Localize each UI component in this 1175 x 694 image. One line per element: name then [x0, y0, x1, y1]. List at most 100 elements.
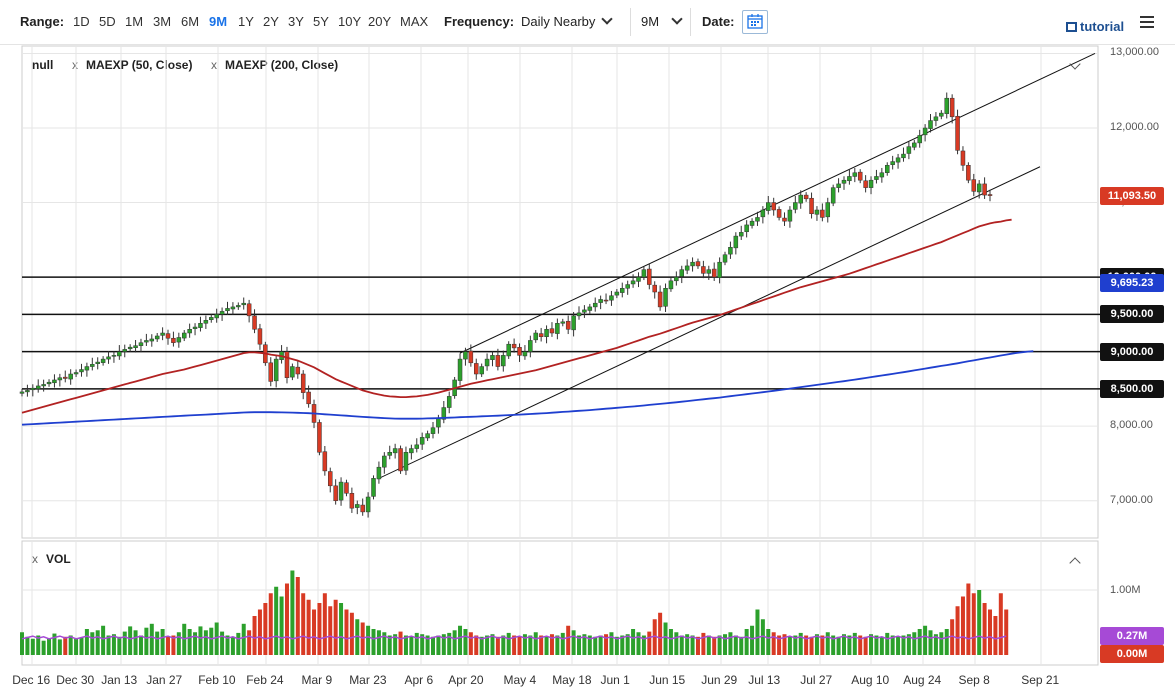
candle-body — [620, 288, 625, 293]
x-tick-label: Jun 15 — [649, 673, 686, 687]
range-2y[interactable]: 2Y — [263, 14, 279, 29]
volume-bar — [495, 636, 500, 655]
volume-bar — [966, 583, 971, 655]
volume-bar — [398, 631, 403, 655]
volume-bar — [209, 627, 214, 655]
range-10y[interactable]: 10Y — [338, 14, 362, 29]
candle-body — [403, 452, 409, 471]
volume-bar — [885, 632, 890, 655]
volume-bar — [376, 630, 381, 655]
volume-bar — [971, 593, 976, 655]
close-icon[interactable]: x — [32, 552, 38, 566]
volume-bar — [739, 636, 744, 655]
tutorial-link[interactable]: tutorial — [1066, 19, 1124, 34]
range-1m[interactable]: 1M — [125, 14, 144, 29]
candle-body — [430, 427, 436, 434]
volume-bar — [452, 630, 457, 655]
candle-body — [582, 309, 587, 313]
range-max[interactable]: MAX — [400, 14, 429, 29]
candle-body — [749, 220, 755, 226]
volume-bar — [247, 630, 252, 655]
volume-bar — [290, 570, 295, 655]
candle-body — [695, 261, 701, 267]
candle-body — [766, 202, 771, 211]
range-3m[interactable]: 3M — [153, 14, 172, 29]
volume-bar — [982, 603, 987, 655]
volume-bar — [371, 629, 376, 655]
volume-bar — [685, 634, 690, 655]
x-tick-label: Dec 30 — [56, 673, 95, 687]
candle-body — [154, 335, 160, 340]
volume-bar — [517, 636, 522, 655]
candle-body — [592, 302, 598, 308]
range-5y[interactable]: 5Y — [313, 14, 329, 29]
range-6m[interactable]: 6M — [181, 14, 200, 29]
volume-bar — [874, 635, 879, 655]
candle-body — [809, 197, 814, 214]
volume-bar — [549, 634, 554, 655]
period-select[interactable]: 9M — [641, 13, 683, 30]
range-3y[interactable]: 3Y — [288, 14, 304, 29]
candle-body — [295, 366, 301, 375]
volume-bar — [339, 603, 344, 655]
x-tick-label: Jan 27 — [146, 673, 183, 687]
ma200-price-box: 9,695.23 — [1100, 274, 1164, 292]
candle-body — [479, 366, 484, 375]
range-1y[interactable]: 1Y — [238, 14, 254, 29]
hamburger-menu-icon[interactable] — [1140, 16, 1154, 31]
candle-body — [722, 254, 728, 263]
frequency-select[interactable]: Daily Nearby — [521, 13, 614, 30]
calendar-icon[interactable] — [742, 10, 768, 34]
volume-bar — [160, 629, 165, 655]
volume-bar — [149, 623, 154, 655]
x-tick-label: Aug 24 — [903, 673, 942, 687]
volume-bar — [501, 635, 506, 655]
volume-bar — [344, 609, 349, 655]
volume-bar — [36, 635, 41, 655]
volume-bar — [63, 636, 68, 655]
candle-body — [798, 194, 803, 204]
x-tick-label: Feb 24 — [246, 673, 284, 687]
candle-body — [25, 390, 30, 393]
candle-body — [955, 115, 960, 151]
ma200-legend: x MAEXP (200, Close) — [211, 58, 338, 72]
volume-tick-label: 1.00M — [1110, 584, 1141, 596]
volume-bar — [852, 632, 857, 655]
volume-bar — [544, 636, 549, 655]
close-icon[interactable]: x — [211, 58, 217, 72]
candle-body — [663, 288, 668, 307]
range-1d[interactable]: 1D — [73, 14, 90, 29]
symbol-legend: null — [32, 58, 54, 72]
film-icon — [1066, 22, 1077, 32]
volume-bar — [809, 636, 814, 655]
candle-body — [555, 323, 560, 334]
volume-bar — [155, 631, 160, 655]
chart-frame — [21, 45, 1099, 539]
volume-bar — [463, 629, 468, 655]
volume-bar — [328, 606, 333, 655]
volume-bars — [20, 570, 1009, 655]
candle-body — [966, 165, 971, 181]
candle-body — [841, 179, 847, 184]
volume-bar — [20, 632, 24, 655]
candle-body — [538, 333, 544, 337]
level-price-box: 9,500.00 — [1100, 305, 1164, 324]
candle-body — [327, 471, 333, 487]
range-9m[interactable]: 9M — [209, 14, 228, 29]
volume-bar — [679, 635, 684, 655]
range-20y[interactable]: 20Y — [368, 14, 392, 29]
candle-body — [528, 340, 533, 352]
candle-body — [133, 345, 138, 349]
close-icon[interactable]: x — [72, 58, 78, 72]
volume-bar — [138, 635, 143, 655]
candle-body — [668, 280, 674, 290]
volume-bar — [101, 625, 106, 655]
candle-body — [571, 315, 576, 331]
candle-body — [495, 355, 501, 367]
candle-body — [928, 120, 933, 129]
volume-bar — [295, 577, 300, 655]
volume-bar — [560, 632, 565, 655]
candle-body — [192, 326, 198, 329]
range-5d[interactable]: 5D — [99, 14, 116, 29]
